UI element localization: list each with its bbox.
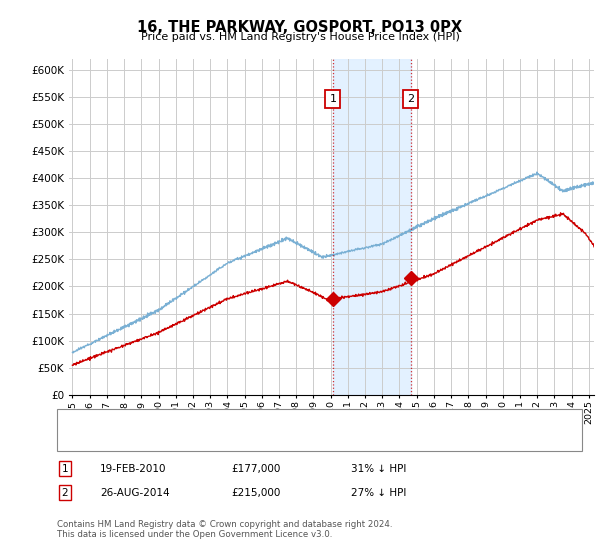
Text: 26-AUG-2014: 26-AUG-2014 [100, 488, 170, 498]
Text: 27% ↓ HPI: 27% ↓ HPI [351, 488, 406, 498]
Text: 2: 2 [407, 94, 414, 104]
Text: 2: 2 [61, 488, 68, 498]
Text: 16, THE PARKWAY, GOSPORT, PO13 0PX (detached house): 16, THE PARKWAY, GOSPORT, PO13 0PX (deta… [90, 417, 379, 426]
Text: 1: 1 [61, 464, 68, 474]
Bar [333, 59, 410, 395]
Text: 1: 1 [329, 94, 337, 104]
Text: Contains HM Land Registry data © Crown copyright and database right 2024.
This d: Contains HM Land Registry data © Crown c… [57, 520, 392, 539]
Text: 19-FEB-2010: 19-FEB-2010 [100, 464, 167, 474]
Text: HPI: Average price, detached house, Gosport: HPI: Average price, detached house, Gosp… [90, 434, 314, 444]
Text: £177,000: £177,000 [231, 464, 280, 474]
Text: £215,000: £215,000 [231, 488, 280, 498]
Text: Price paid vs. HM Land Registry's House Price Index (HPI): Price paid vs. HM Land Registry's House … [140, 32, 460, 43]
Text: 16, THE PARKWAY, GOSPORT, PO13 0PX: 16, THE PARKWAY, GOSPORT, PO13 0PX [137, 20, 463, 35]
Text: 31% ↓ HPI: 31% ↓ HPI [351, 464, 406, 474]
